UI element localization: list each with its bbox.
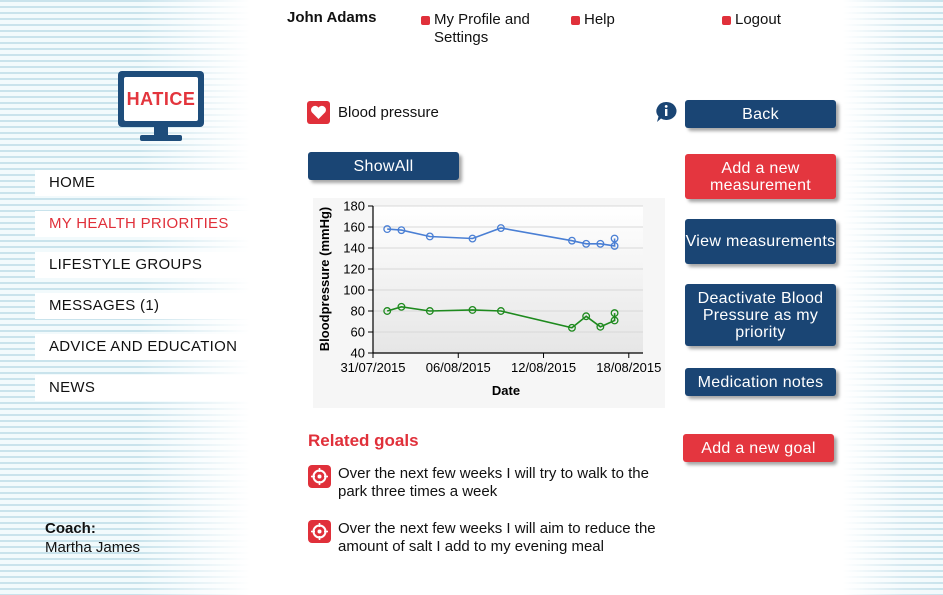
y-tick-label: 60 [351,325,365,340]
profile-settings-label: My Profile and Settings [434,11,530,46]
goal-text: Over the next few weeks I will try to wa… [338,465,649,500]
add-measurement-button[interactable]: Add a new measurement [685,154,836,199]
monitor-icon: HATICE [118,71,204,127]
sidebar-item-news[interactable]: NEWS [35,375,270,401]
data-point [596,239,605,248]
chart-gridlines [373,205,643,333]
series-line-1 [386,305,616,329]
logout-label: Logout [735,11,781,28]
data-point [610,309,619,318]
data-point [582,312,591,321]
y-tick-label: 120 [343,262,365,277]
x-tick-label: 06/08/2015 [426,360,491,375]
chart-series [383,224,619,332]
data-point [610,316,619,325]
y-tick-label: 100 [343,283,365,298]
data-point [425,307,434,315]
y-tick-label: 140 [343,241,365,256]
right-background-fade [843,0,943,595]
related-goals-heading: Related goals [308,431,419,450]
x-tick-label: 31/07/2015 [340,360,405,375]
data-point [397,226,406,235]
bullet-icon [421,16,430,25]
data-point [383,225,392,234]
help-label: Help [584,11,615,28]
view-measurements-button[interactable]: View measurements [685,219,836,264]
info-icon[interactable] [655,101,677,122]
sidebar-item-home[interactable]: HOME [35,170,270,196]
y-axis-label: Bloodpressure (mmHg) [317,207,332,351]
back-button[interactable]: Back [685,100,836,128]
y-tick-label: 180 [343,199,365,214]
coach-name: Martha James [45,539,141,556]
goal-item[interactable]: Over the next few weeks I will try to wa… [308,465,668,501]
sidebar-item-lifestyle-groups[interactable]: LIFESTYLE GROUPS [35,252,270,278]
data-point [496,307,505,315]
data-point [496,224,505,232]
page-title: Blood pressure [338,104,439,121]
x-tick-label: 12/08/2015 [511,360,576,375]
sidebar-item-advice-and-education[interactable]: ADVICE AND EDUCATION [35,334,270,360]
heart-icon [307,101,330,124]
data-point [567,323,576,332]
data-point [610,234,619,243]
data-point [468,305,477,314]
target-icon [308,465,331,488]
data-point [468,234,477,243]
logout-link[interactable]: Logout [722,11,781,29]
profile-settings-link[interactable]: My Profile and Settings [421,11,541,47]
show-all-button[interactable]: ShowAll [308,152,459,180]
data-point [596,322,605,331]
y-tick-label: 160 [343,220,365,235]
bullet-icon [571,16,580,25]
goal-item[interactable]: Over the next few weeks I will aim to re… [308,520,668,556]
user-name: John Adams [287,9,377,26]
add-goal-button[interactable]: Add a new goal [683,434,834,462]
help-link[interactable]: Help [571,11,615,29]
medication-notes-button[interactable]: Medication notes [685,368,836,396]
data-point [610,241,619,250]
x-tick-label: 18/08/2015 [596,360,661,375]
deactivate-priority-button[interactable]: Deactivate Blood Pressure as my priority [685,284,836,346]
data-point [383,307,392,315]
series-line-0 [387,227,616,247]
data-point [397,302,406,311]
coach-label: Coach: [45,520,96,537]
y-tick-label: 80 [351,304,365,319]
logo-text: HATICE [126,88,196,109]
bullet-icon [722,16,731,25]
hatice-logo[interactable]: HATICE [118,71,204,143]
sidebar-nav: HOME MY HEALTH PRIORITIES LIFESTYLE GROU… [35,170,270,416]
goal-text: Over the next few weeks I will aim to re… [338,520,656,555]
target-icon [308,520,331,543]
y-tick-label: 40 [351,346,365,361]
x-axis-label: Date [492,383,520,398]
chart-axes: 40 60 80 100 120 140 160 180 31/07/2015 06/08/201… [340,199,661,376]
sidebar-item-messages[interactable]: MESSAGES (1) [35,293,270,319]
data-point [425,232,434,241]
blood-pressure-chart: 40 60 80 100 120 140 160 180 31/07/2015 06/08/201… [313,198,665,408]
sidebar-item-my-health-priorities[interactable]: MY HEALTH PRIORITIES [35,211,270,237]
data-point [582,239,591,248]
data-point [567,236,576,245]
